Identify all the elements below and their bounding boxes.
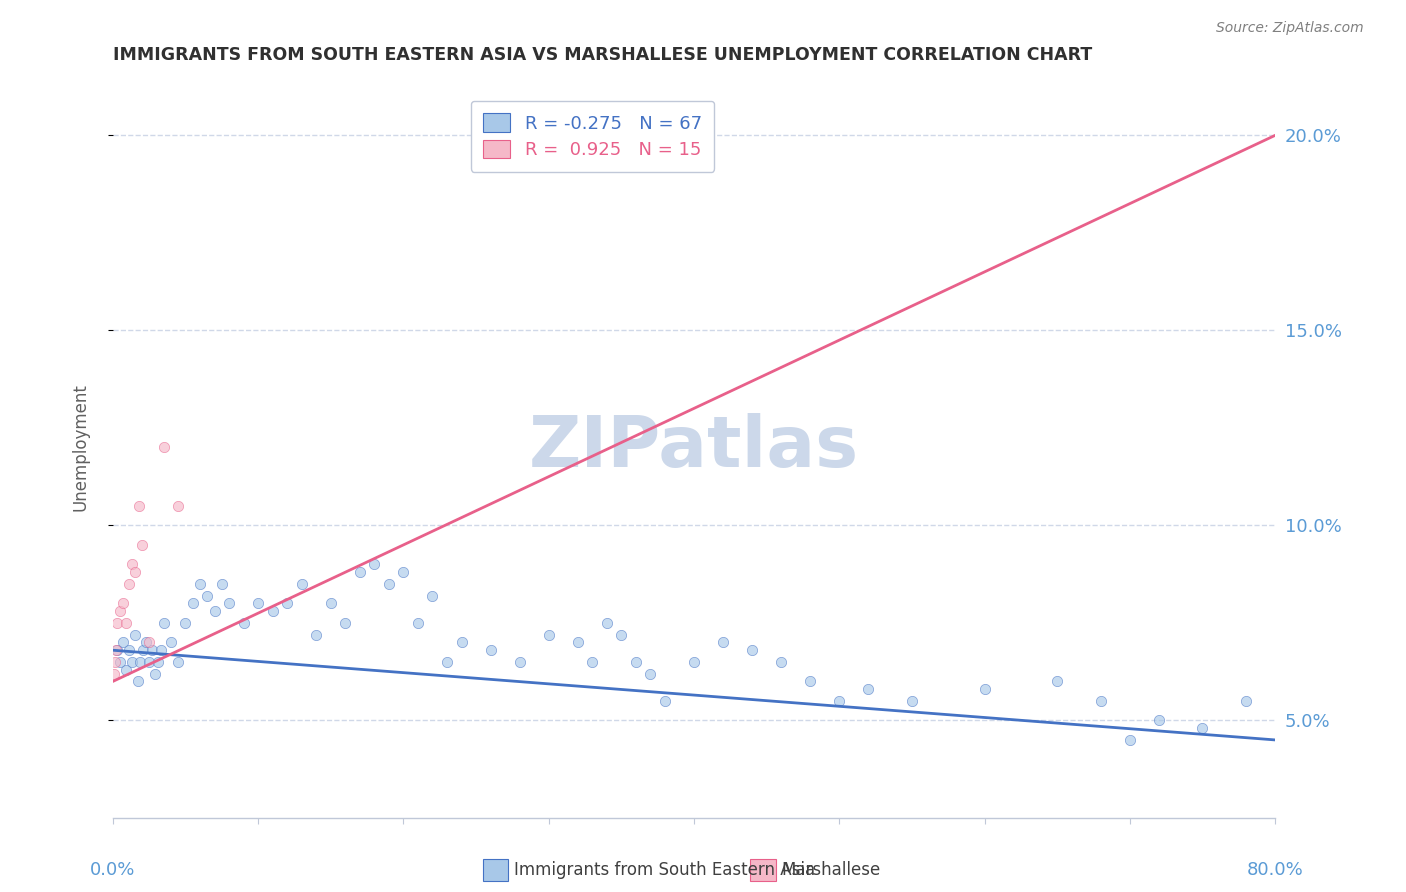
Point xyxy=(152,441,174,455)
Point xyxy=(167,655,190,669)
Point xyxy=(610,627,633,641)
Point xyxy=(138,635,160,649)
Point xyxy=(111,635,134,649)
Point xyxy=(108,655,131,669)
Point xyxy=(211,577,233,591)
Text: 80.0%: 80.0% xyxy=(1247,861,1303,879)
Point xyxy=(537,627,560,641)
Point xyxy=(118,577,141,591)
Point xyxy=(149,643,172,657)
Point xyxy=(115,663,138,677)
Point xyxy=(181,596,204,610)
Point xyxy=(138,655,160,669)
Point xyxy=(115,615,138,630)
Point xyxy=(129,655,152,669)
Point xyxy=(167,499,190,513)
Point xyxy=(479,643,502,657)
Point xyxy=(152,615,174,630)
Point xyxy=(436,655,458,669)
Point xyxy=(105,643,128,657)
Point xyxy=(581,655,603,669)
Point xyxy=(146,655,169,669)
Text: 0.0%: 0.0% xyxy=(90,861,135,879)
Point xyxy=(640,666,662,681)
Point xyxy=(128,499,150,513)
Point xyxy=(127,674,149,689)
Point xyxy=(105,615,128,630)
Point xyxy=(654,694,676,708)
Point xyxy=(1090,694,1112,708)
Point xyxy=(135,635,157,649)
Point xyxy=(378,577,401,591)
Point xyxy=(828,694,851,708)
Point xyxy=(262,604,284,618)
Point xyxy=(1119,733,1142,747)
Point xyxy=(596,615,619,630)
Point xyxy=(711,635,734,649)
Point xyxy=(174,615,197,630)
Point xyxy=(319,596,342,610)
Point xyxy=(509,655,531,669)
Point xyxy=(247,596,270,610)
Point xyxy=(1191,721,1213,735)
Point xyxy=(118,643,141,657)
Point xyxy=(901,694,924,708)
Point xyxy=(121,558,143,572)
Point xyxy=(683,655,706,669)
Point xyxy=(335,615,357,630)
Point xyxy=(799,674,821,689)
Point xyxy=(143,666,166,681)
Point xyxy=(770,655,793,669)
Point xyxy=(104,643,127,657)
Text: ZIPatlas: ZIPatlas xyxy=(529,413,859,482)
Point xyxy=(121,655,143,669)
Point xyxy=(973,682,995,697)
Legend: R = -0.275   N = 67, R =  0.925   N = 15: R = -0.275 N = 67, R = 0.925 N = 15 xyxy=(471,101,714,172)
Point xyxy=(741,643,763,657)
Point xyxy=(111,596,134,610)
Point xyxy=(1234,694,1257,708)
Point xyxy=(567,635,589,649)
Point xyxy=(218,596,240,610)
Point xyxy=(305,627,328,641)
Point xyxy=(392,565,415,579)
Point xyxy=(858,682,880,697)
Point xyxy=(363,558,385,572)
Point xyxy=(124,627,146,641)
Point xyxy=(349,565,371,579)
Text: Immigrants from South Eastern Asia: Immigrants from South Eastern Asia xyxy=(515,861,815,879)
Y-axis label: Unemployment: Unemployment xyxy=(72,384,89,511)
Point xyxy=(1046,674,1069,689)
Point xyxy=(406,615,429,630)
Point xyxy=(1147,714,1170,728)
Point xyxy=(291,577,314,591)
Text: Source: ZipAtlas.com: Source: ZipAtlas.com xyxy=(1216,21,1364,35)
Point xyxy=(131,538,153,552)
Point xyxy=(188,577,211,591)
Point xyxy=(624,655,647,669)
Point xyxy=(422,589,444,603)
Text: Marshallese: Marshallese xyxy=(782,861,880,879)
Point xyxy=(124,565,146,579)
Point xyxy=(232,615,254,630)
Point xyxy=(104,655,127,669)
Point xyxy=(195,589,218,603)
Point xyxy=(160,635,183,649)
Text: IMMIGRANTS FROM SOUTH EASTERN ASIA VS MARSHALLESE UNEMPLOYMENT CORRELATION CHART: IMMIGRANTS FROM SOUTH EASTERN ASIA VS MA… xyxy=(112,46,1092,64)
Point xyxy=(204,604,226,618)
Point xyxy=(103,666,125,681)
Point xyxy=(450,635,472,649)
Point xyxy=(108,604,131,618)
Point xyxy=(141,643,163,657)
Point xyxy=(132,643,155,657)
Point xyxy=(276,596,298,610)
